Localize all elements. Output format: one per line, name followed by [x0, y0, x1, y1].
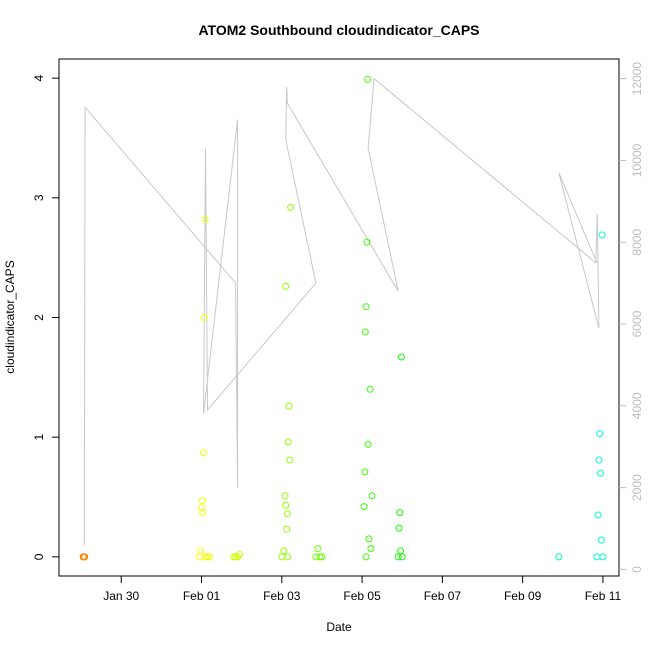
y2-tick-label: 6000 — [630, 310, 644, 337]
data-point — [236, 551, 244, 558]
y-tick-label: 2 — [32, 314, 46, 321]
data-point — [361, 468, 369, 476]
data-point — [368, 492, 376, 500]
data-point — [362, 303, 370, 311]
data-point — [362, 553, 370, 561]
x-tick-label: Feb 03 — [263, 589, 301, 603]
y2-tick-label: 2000 — [630, 474, 644, 501]
data-point — [398, 553, 406, 561]
data-point — [597, 469, 604, 477]
y2-axis: 0 2000 4000 6000 8000 10000 12000 — [619, 62, 644, 573]
data-point — [199, 509, 207, 517]
y2-tick-label: 8000 — [630, 229, 644, 256]
data-point — [316, 553, 324, 561]
data-point — [230, 553, 238, 561]
y-tick-label: 3 — [32, 194, 46, 201]
x-tick-label: Feb 05 — [343, 589, 381, 603]
x-axis-label: Date — [326, 620, 352, 634]
data-point — [287, 203, 295, 211]
data-point — [314, 545, 322, 552]
data-point — [395, 524, 403, 532]
data-point — [594, 511, 602, 519]
data-point — [285, 402, 293, 410]
y-axis: 0 1 2 3 4 — [32, 74, 59, 560]
data-point — [366, 385, 374, 393]
x-tick-label: Feb 11 — [585, 589, 622, 603]
data-point — [283, 510, 291, 518]
data-point — [281, 492, 289, 500]
data-point — [397, 353, 405, 361]
y2-tick-label: 4000 — [630, 392, 644, 419]
data-point — [280, 547, 288, 555]
y2-tick-label: 10000 — [630, 143, 644, 177]
data-point — [396, 509, 404, 517]
data-point — [595, 456, 603, 464]
data-point — [593, 553, 601, 561]
data-point — [198, 497, 206, 505]
secondary-line-layer — [83, 77, 600, 545]
data-point — [360, 503, 368, 511]
data-point — [361, 328, 369, 336]
data-point — [196, 553, 203, 561]
secondary-series-line — [83, 77, 600, 545]
data-point — [367, 545, 375, 552]
data-point — [397, 547, 405, 555]
data-point — [596, 430, 604, 438]
y2-tick-label: 12000 — [630, 62, 644, 96]
y-tick-label: 1 — [32, 434, 46, 441]
data-point — [318, 553, 326, 561]
data-point — [278, 553, 286, 561]
data-point — [283, 525, 291, 533]
data-point — [200, 449, 207, 457]
x-tick-label: Feb 09 — [504, 589, 542, 603]
data-point — [365, 535, 373, 543]
data-point — [81, 553, 89, 561]
points-layer — [79, 75, 607, 561]
x-tick-label: Feb 01 — [183, 589, 221, 603]
plot-frame — [58, 58, 620, 577]
data-point — [198, 504, 205, 512]
data-point — [204, 553, 211, 561]
data-point — [202, 553, 209, 561]
data-point — [282, 282, 290, 290]
data-point — [286, 456, 294, 464]
y2-tick-label: 0 — [630, 566, 644, 573]
y-axis-label: cloudindicator_CAPS — [3, 260, 17, 373]
data-point — [364, 75, 372, 83]
y-tick-label: 4 — [32, 74, 46, 81]
data-point — [197, 547, 205, 555]
data-point — [597, 536, 605, 544]
data-point — [363, 238, 371, 246]
x-tick-label: Feb 07 — [424, 589, 462, 603]
data-point — [282, 501, 290, 509]
y-tick-label: 0 — [32, 553, 46, 560]
data-point — [599, 553, 607, 561]
data-point — [206, 553, 213, 561]
data-point — [555, 553, 563, 561]
data-point — [364, 440, 372, 448]
chart-title: ATOM2 Southbound cloudindicator_CAPS — [198, 22, 479, 38]
x-tick-label: Jan 30 — [103, 589, 139, 603]
data-point — [284, 438, 292, 446]
data-point — [394, 553, 402, 561]
x-axis: Jan 30 Feb 01 Feb 03 Feb 05 Feb 07 Feb 09 Feb … — [103, 576, 622, 603]
data-point — [598, 231, 606, 239]
data-point — [201, 215, 209, 223]
data-point — [200, 314, 208, 321]
data-point — [284, 553, 292, 561]
